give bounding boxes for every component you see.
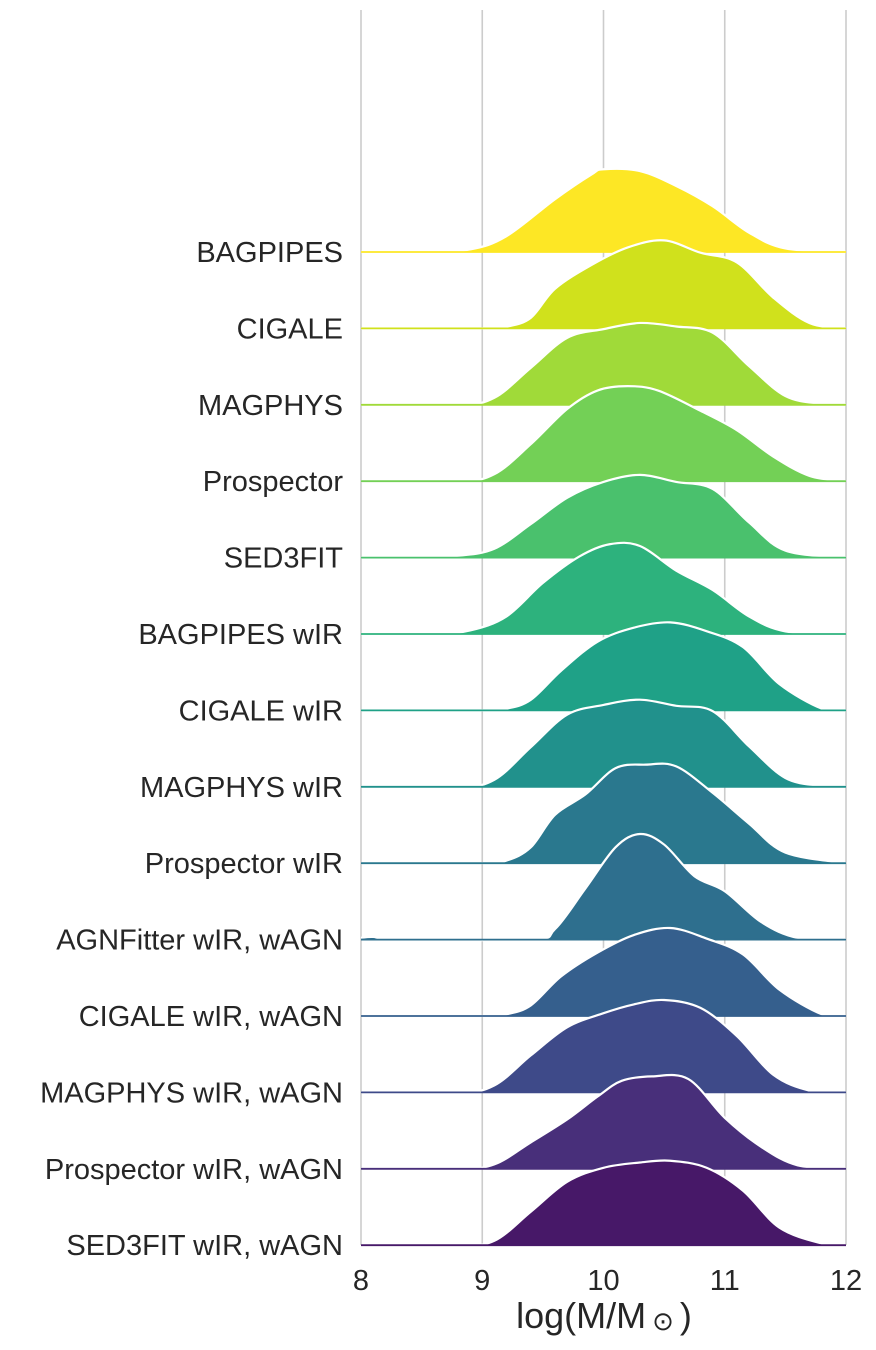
ridge-outline <box>360 473 847 559</box>
ridge-fill <box>361 999 846 1093</box>
row-label: CIGALE <box>237 313 343 345</box>
x-axis-label-close: ) <box>680 1295 692 1336</box>
ridge-fill <box>361 474 846 558</box>
row-label: MAGPHYS <box>198 390 343 422</box>
ridge-outline <box>360 385 847 483</box>
ridge-fill <box>361 833 846 941</box>
row-label: Prospector wIR, wAGN <box>45 1154 343 1186</box>
ridge-outline <box>360 1159 847 1247</box>
ridge-13 <box>360 1159 847 1247</box>
row-label: BAGPIPES <box>196 237 343 269</box>
x-tick-label: 11 <box>710 1265 740 1297</box>
row-label: MAGPHYS wIR <box>140 772 343 804</box>
row-label: SED3FIT <box>224 543 344 575</box>
ridge-0 <box>360 167 847 254</box>
ridge-outline <box>360 1073 847 1171</box>
ridge-outline <box>360 762 847 865</box>
x-tick-label: 8 <box>353 1265 369 1297</box>
ridge-fill <box>361 542 846 635</box>
ridge-fill <box>361 763 846 864</box>
row-labels: BAGPIPES CIGALE MAGPHYS Prospector SED3FIT BA… <box>40 237 343 1262</box>
row-label: SED3FIT wIR, wAGN <box>66 1230 343 1262</box>
x-tick-label: 10 <box>587 1265 619 1297</box>
ridge-outline <box>360 541 847 636</box>
ridge-outline <box>360 167 847 254</box>
row-label: CIGALE wIR <box>179 695 343 727</box>
ridge-fill <box>361 1160 846 1246</box>
ridge-fill <box>361 622 846 712</box>
ridge-outline <box>360 321 847 407</box>
x-tick-labels: 8 9 10 11 12 <box>353 1265 862 1297</box>
row-label: Prospector wIR <box>145 848 343 880</box>
ridge-fill <box>361 386 846 482</box>
row-label: Prospector <box>203 466 344 498</box>
ridge-fill <box>361 1075 846 1170</box>
row-label: AGNFitter wIR, wAGN <box>56 925 343 957</box>
row-label: CIGALE wIR, wAGN <box>79 1001 343 1033</box>
ridge-fill <box>361 927 846 1017</box>
ridge-plots <box>360 167 847 1247</box>
row-label: MAGPHYS wIR, wAGN <box>40 1077 343 1109</box>
ridge-9 <box>360 832 847 942</box>
x-axis-label: log(M/M ⊙) <box>516 1295 692 1336</box>
ridge-outline <box>360 998 847 1095</box>
ridge-fill <box>361 240 846 329</box>
ridge-7 <box>360 698 847 789</box>
ridge-5 <box>360 541 847 636</box>
ridge-outline <box>360 698 847 789</box>
ridge-fill <box>361 168 846 253</box>
x-axis-label-sun-symbol: ⊙ <box>652 1306 674 1336</box>
x-tick-label: 12 <box>830 1265 862 1297</box>
x-axis-label-main: log(M/M <box>516 1295 646 1336</box>
x-tick-label: 9 <box>474 1265 490 1297</box>
ridge-fill <box>361 699 846 788</box>
row-label: BAGPIPES wIR <box>138 619 343 651</box>
